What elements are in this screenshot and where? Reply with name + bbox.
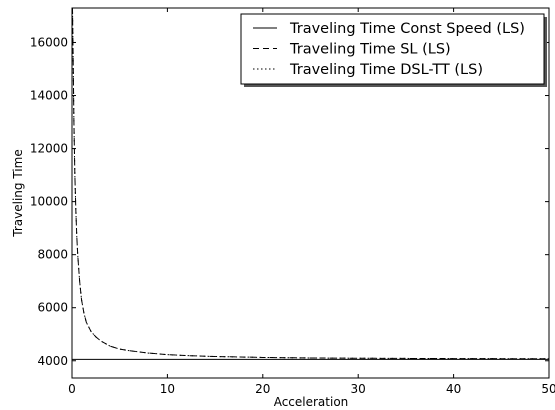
y-axis-label: Traveling Time (11, 149, 25, 237)
legend-label-2: Traveling Time SL (LS) (289, 42, 451, 58)
x-tick-label: 40 (446, 382, 461, 396)
x-axis-ticks: 0 10 20 30 40 50 (68, 8, 555, 396)
x-tick-label: 0 (68, 382, 76, 396)
legend-label-3: Traveling Time DSL-TT (LS) (289, 62, 483, 78)
y-tick-label: 12000 (30, 142, 68, 156)
x-tick-label: 10 (160, 382, 175, 396)
y-tick-label: 10000 (30, 195, 68, 209)
y-tick-label: 14000 (30, 89, 68, 103)
y-tick-label: 8000 (37, 248, 68, 262)
y-tick-label: 16000 (30, 35, 68, 49)
x-tick-label: 30 (351, 382, 366, 396)
x-axis-label: Acceleration (274, 395, 349, 409)
legend-box (240, 13, 545, 85)
y-tick-label: 4000 (37, 354, 68, 368)
x-tick-label: 20 (255, 382, 270, 396)
legend-label-1: Traveling Time Const Speed (LS) (289, 21, 525, 37)
series-line-3 (72, 8, 549, 360)
x-tick-label: 50 (541, 382, 555, 396)
legend: Traveling Time Const Speed (LS) Traveling… (240, 13, 547, 87)
y-axis-ticks: 4000 6000 8000 10000 12000 14000 16000 (30, 35, 549, 368)
y-tick-label: 6000 (37, 301, 68, 315)
